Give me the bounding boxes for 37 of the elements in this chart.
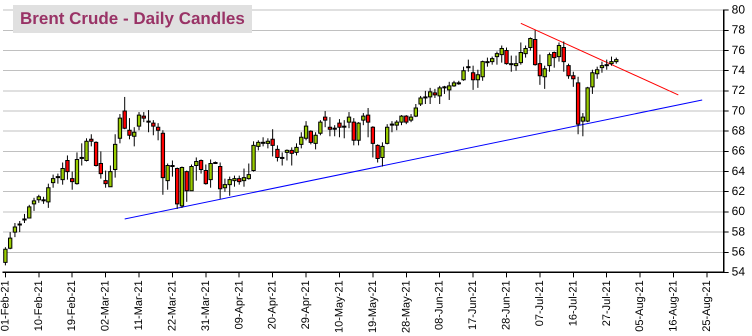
y-tick-label: 80 — [732, 2, 746, 17]
chart-title: Brent Crude - Daily Candles — [13, 5, 252, 33]
x-tick-label: 05-Aug-21 — [634, 280, 646, 332]
x-tick-label: 09-Apr-21 — [233, 280, 246, 330]
y-tick-label: 68 — [732, 124, 746, 138]
x-tick-label: 22-Mar-21 — [166, 280, 178, 332]
x-tick-label: 19-May-21 — [366, 280, 379, 333]
x-tick-label: 11-Mar-21 — [133, 280, 146, 330]
x-tick-label: 16-Jul-21 — [567, 280, 580, 326]
y-tick-label: 60 — [732, 204, 746, 218]
y-tick-label: 78 — [732, 22, 746, 37]
y-tick-label: 74 — [732, 63, 746, 78]
x-tick-label: 28-Jun-21 — [500, 280, 513, 330]
y-tick-label: 64 — [732, 164, 746, 178]
x-tick-label: 25-Aug-21 — [700, 280, 713, 332]
x-tick-label: 08-Jun-21 — [434, 280, 446, 330]
x-tick-label: 28-May-21 — [400, 280, 412, 333]
x-tick-label: 16-Aug-21 — [668, 280, 680, 332]
x-tick-label: 02-Mar-21 — [100, 280, 112, 332]
x-tick-label: 10-Feb-21 — [32, 280, 45, 332]
y-tick-label: 58 — [732, 224, 746, 238]
y-tick-label: 70 — [732, 103, 746, 118]
x-tick-label: 07-Jul-21 — [534, 280, 546, 326]
x-tick-label: 17-Jun-21 — [467, 280, 480, 330]
x-tick-label: 29-Apr-21 — [300, 280, 312, 330]
y-tick-label: 56 — [732, 244, 746, 259]
x-tick-label: 19-Feb-21 — [66, 280, 78, 332]
y-tick-label: 54 — [732, 264, 746, 279]
y-tick-label: 66 — [732, 144, 746, 158]
y-tick-label: 72 — [732, 83, 746, 98]
x-tick-label: 27-Jul-21 — [600, 280, 613, 326]
y-tick-label: 62 — [732, 184, 746, 198]
x-tick-label: 01-Feb-21 — [0, 280, 12, 332]
y-tick-label: 76 — [732, 42, 746, 57]
x-tick-label: 31-Mar-21 — [200, 280, 212, 332]
x-tick-label: 20-Apr-21 — [266, 280, 279, 330]
x-tick-label: 10-May-21 — [333, 280, 346, 333]
